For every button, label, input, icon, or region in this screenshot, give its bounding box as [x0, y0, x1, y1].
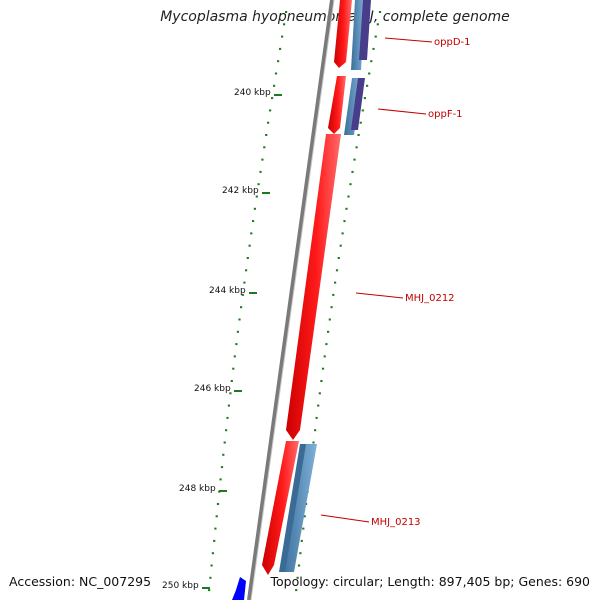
leader-MHJ-0213	[320, 514, 370, 523]
gene-label-MHJ-0212[interactable]: MHJ_0212	[405, 293, 455, 304]
genome-backbone-highlight	[250, 0, 335, 600]
leader-oppF-1	[377, 108, 427, 115]
gene-MHJ-0213-feature[interactable]	[262, 441, 299, 575]
gene-leader-lines	[320, 37, 433, 523]
oppD-1-navy-feature[interactable]	[359, 0, 371, 60]
leader-MHJ-0212	[355, 292, 404, 299]
accession-text: Accession: NC_007295	[9, 574, 152, 589]
cds-track	[232, 0, 352, 600]
gene-label-oppD-1[interactable]: oppD-1	[434, 37, 470, 48]
gene-oppF-1-feature[interactable]	[328, 76, 346, 134]
feature-track-blue	[279, 0, 371, 572]
oppF-1-navy-feature[interactable]	[351, 78, 365, 130]
map-title: Mycoplasma hyopneumoniae J, complete gen…	[160, 9, 510, 25]
scale-tick-labels: 240 kbp 242 kbp 244 kbp 246 kbp 248 kbp …	[162, 88, 271, 591]
tick-label-248: 248 kbp	[179, 484, 216, 494]
gene-MHJ-0212-feature[interactable]	[286, 134, 341, 440]
gene-label-MHJ-0213[interactable]: MHJ_0213	[371, 517, 421, 528]
gc-track-inner	[208, 11, 288, 592]
tick-label-240: 240 kbp	[234, 88, 271, 98]
gene-labels: oppD-1 oppF-1 MHJ_0212 MHJ_0213	[371, 37, 470, 528]
genome-summary-text: Topology: circular; Length: 897,405 bp; …	[270, 574, 591, 589]
gene-label-oppF-1[interactable]: oppF-1	[428, 109, 463, 120]
scale-ticks	[202, 94, 282, 589]
MHJ-0213-navy-feature[interactable]	[279, 444, 306, 572]
tick-label-244: 244 kbp	[209, 286, 246, 296]
tick-label-246: 246 kbp	[194, 384, 231, 394]
tick-label-250: 250 kbp	[162, 581, 199, 591]
leader-oppD-1	[384, 37, 433, 43]
gc-track-outer	[295, 11, 382, 592]
tick-label-242: 242 kbp	[222, 186, 259, 196]
gene-oppD-1-feature[interactable]	[334, 0, 352, 68]
gene-blue-forward-feature[interactable]	[232, 577, 246, 600]
genome-backbone	[247, 0, 334, 600]
